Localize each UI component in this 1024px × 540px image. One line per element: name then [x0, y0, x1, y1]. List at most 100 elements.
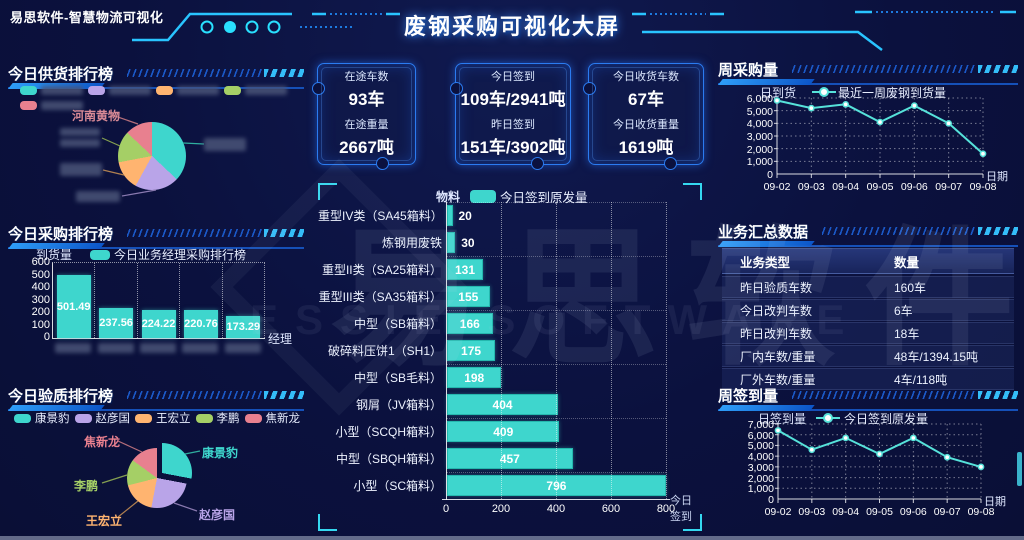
blurred-callout — [60, 163, 102, 176]
panel-title-text: 周签到量 — [718, 387, 779, 405]
axis-tick-label: 200 — [31, 306, 50, 318]
title-hatch-decoration — [127, 69, 262, 77]
panel-weekly-signin: 周签到量 日签到量 今日签到原发量 日期 0 1,000 2,000 3,000 4,0… — [712, 380, 1024, 538]
data-point — [876, 118, 884, 126]
title-dots-decoration — [978, 65, 1018, 73]
bar-row: 小型（SCQH箱料） 409 — [318, 418, 702, 445]
axis-tick-label: 600 — [601, 503, 621, 515]
bar-value: 175 — [461, 343, 482, 358]
legend-label: 王宏立 — [156, 413, 191, 425]
bar-value: 198 — [464, 370, 485, 385]
data-point — [979, 150, 987, 158]
bar-value: 409 — [493, 424, 514, 439]
legend-swatch — [74, 413, 92, 423]
blurred-label — [245, 86, 287, 95]
x-axis-name: 日期 — [986, 171, 1008, 183]
category-label: 中型（SBQH箱料） — [335, 452, 442, 466]
title-dots-decoration — [978, 227, 1018, 235]
axis-tick-label: 09-04 — [832, 181, 860, 193]
legend-item[interactable] — [20, 101, 83, 110]
purchase-bar-plot: 501.49 237.56 224.22 220.76 173.29 — [52, 262, 266, 339]
y-axis-name: 日签到量 — [758, 412, 807, 426]
bar-track: 409 — [447, 421, 667, 442]
grid-line — [556, 202, 557, 499]
table-row: 昨日改判车数 18车 — [722, 322, 1014, 344]
legend-item[interactable]: 康景豹 — [14, 410, 70, 426]
legend-swatch — [195, 413, 213, 423]
legend-item[interactable]: 赵彦国 — [74, 410, 130, 426]
legend-item[interactable]: 焦新龙 — [244, 410, 301, 426]
axis-tick-label: 09-03 — [798, 506, 826, 518]
bar-row: 破碎料压饼1（SH1） 175 — [318, 337, 702, 364]
bar-row: 钢屑（JV箱料） 404 — [318, 391, 702, 418]
grid-line — [666, 202, 667, 499]
blurred-label — [177, 86, 219, 95]
legend-item[interactable] — [20, 86, 83, 95]
material-legend[interactable]: 今日签到原发量 — [470, 187, 588, 206]
stat-label: 昨日签到 — [491, 119, 535, 131]
x-axis-ticks: 0 200 400 600 800 — [318, 503, 702, 517]
stat-card-in-transit: 在途车数 93车 在途重量 2667吨 — [312, 63, 416, 170]
pie-callout-label: 王宏立 — [86, 514, 123, 528]
axis-tick-label: 100 — [31, 318, 50, 331]
category-label: 重型II类（SA25箱料） — [321, 263, 442, 277]
panel-title-text: 今日验质排行榜 — [8, 387, 114, 405]
legend-label: 今日签到原发量 — [500, 191, 588, 205]
legend-label[interactable]: 今日签到原发量 — [844, 412, 929, 426]
axis-tick-label: 09-02 — [763, 181, 791, 193]
title-underline — [718, 83, 1018, 85]
data-point — [808, 446, 816, 454]
legend-swatch — [244, 413, 262, 423]
axis-tick-label: 0 — [767, 169, 773, 181]
blurred-callout — [60, 128, 100, 136]
pie-slice-exploded — [132, 443, 192, 503]
legend-item[interactable] — [224, 86, 287, 95]
title-hatch-decoration — [127, 391, 262, 399]
legend-swatch — [20, 101, 37, 110]
scrollbar-thumb[interactable] — [1017, 452, 1022, 486]
data-point — [977, 463, 985, 471]
legend-swatch — [20, 86, 37, 95]
panel-title-weekly-signin: 周签到量 — [718, 386, 1018, 411]
bar-value: 30 — [461, 235, 475, 250]
stat-label: 今日收货车数 — [613, 71, 679, 83]
table-cell-value: 160车 — [894, 280, 927, 295]
axis-tick-label: 500 — [31, 268, 50, 281]
title-dots-decoration — [264, 391, 304, 399]
x-axis-line — [442, 499, 670, 500]
blurred-category — [55, 343, 92, 353]
grid-line — [501, 202, 502, 499]
legend-label: 焦新龙 — [265, 413, 301, 425]
bar-slot: 224.22 — [138, 263, 181, 338]
table-cell-type: 厂外车数/重量 — [740, 372, 816, 387]
bar-row: 中型（SB毛料） 198 — [318, 364, 702, 391]
legend-label[interactable]: 最近一周废钢到货量 — [838, 86, 947, 100]
title-underline — [8, 409, 304, 411]
data-point — [807, 104, 815, 112]
pie-callout-label: 赵彦国 — [199, 508, 236, 522]
purchase-legend[interactable]: 今日业务经理采购排行榜 — [90, 246, 246, 263]
stat-value: 2667吨 — [339, 138, 394, 157]
legend-swatch — [14, 413, 31, 423]
category-label: 中型（SB毛料） — [353, 371, 442, 385]
y-axis-name: 到货量 — [36, 248, 73, 262]
legend-item[interactable] — [156, 86, 219, 95]
legend-item[interactable]: 李鹏 — [195, 410, 240, 426]
bar-value: 224.22 — [141, 317, 176, 330]
blurred-callout — [76, 191, 120, 202]
column-header: 业务类型 — [740, 255, 791, 270]
pie-callout-label: 河南黄物 — [72, 109, 121, 123]
axis-tick-label: 09-05 — [866, 506, 893, 518]
data-point — [773, 97, 781, 104]
legend-item[interactable] — [88, 86, 151, 95]
title-dots-decoration — [264, 69, 304, 77]
table-cell-value: 4车/118吨 — [894, 372, 948, 387]
panel-title-text: 周采购量 — [718, 61, 779, 79]
legend-item[interactable]: 王宏立 — [135, 410, 191, 426]
data-point — [842, 434, 850, 442]
blurred-label — [109, 86, 151, 95]
title-hatch-decoration — [822, 227, 976, 235]
legend-swatch — [224, 86, 241, 95]
grid-line — [446, 364, 666, 365]
table-header: 业务类型 数量 — [722, 248, 1014, 274]
